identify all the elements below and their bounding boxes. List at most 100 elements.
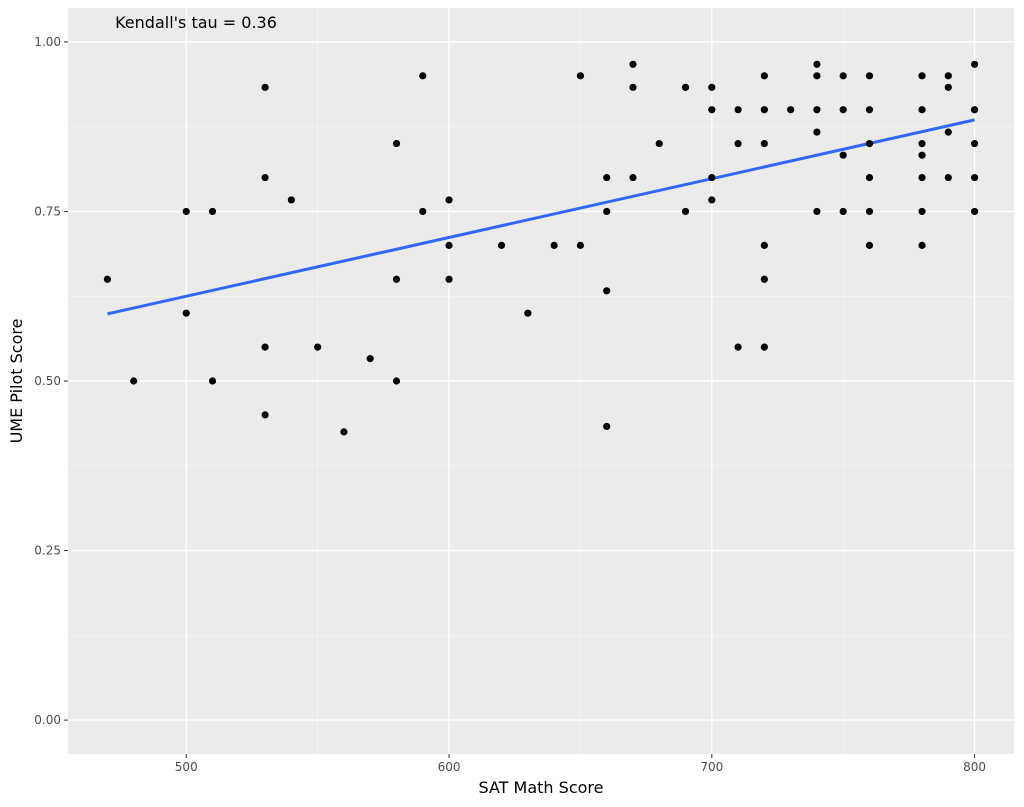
data-point <box>734 106 742 114</box>
data-point <box>366 355 374 363</box>
y-tick-label: 0.50 <box>34 374 61 388</box>
data-point <box>629 60 637 68</box>
data-point <box>655 140 663 148</box>
data-point <box>918 72 926 80</box>
data-point <box>445 241 453 249</box>
data-point <box>261 173 269 182</box>
data-point <box>865 106 874 114</box>
data-point <box>603 422 611 431</box>
y-axis-title: UME Pilot Score <box>7 319 26 444</box>
data-point <box>865 173 874 182</box>
data-point <box>103 275 112 283</box>
y-tick-label: 0.25 <box>34 544 61 558</box>
data-point <box>813 106 821 114</box>
data-point <box>970 60 979 68</box>
regression-line <box>107 118 975 316</box>
y-tick-label: 0.75 <box>34 204 61 218</box>
data-point <box>865 140 874 148</box>
data-point <box>944 128 952 136</box>
data-point <box>918 173 926 182</box>
data-point <box>392 377 401 385</box>
data-point <box>760 241 768 249</box>
y-axis: 0.00 0.25 0.50 0.75 1.00 <box>34 35 68 727</box>
data-point <box>787 106 795 114</box>
data-point <box>708 83 716 91</box>
data-point <box>839 151 847 159</box>
data-point <box>524 309 532 317</box>
y-tick-label: 0.00 <box>34 713 61 727</box>
data-point <box>603 173 611 182</box>
data-point <box>314 343 322 351</box>
data-point <box>576 241 585 249</box>
data-point <box>392 140 401 148</box>
data-point <box>944 83 952 91</box>
data-point <box>603 287 611 295</box>
x-tick-label: 800 <box>963 760 986 774</box>
data-points <box>103 60 979 436</box>
data-point <box>918 151 926 159</box>
data-point <box>970 207 979 216</box>
data-point <box>261 411 269 419</box>
data-point <box>839 106 847 114</box>
data-point <box>182 309 190 317</box>
data-point <box>208 377 217 385</box>
x-tick-label: 700 <box>700 760 723 774</box>
data-point <box>970 140 979 148</box>
data-point <box>970 106 979 114</box>
data-point <box>918 106 926 114</box>
data-point <box>419 207 427 216</box>
data-point <box>392 275 401 283</box>
data-point <box>629 173 637 182</box>
data-point <box>813 60 821 68</box>
data-point <box>208 207 217 216</box>
data-point <box>918 140 926 148</box>
data-point <box>944 173 952 182</box>
data-point <box>918 241 926 249</box>
data-point <box>970 173 979 182</box>
kendall-annotation: Kendall's tau = 0.36 <box>115 13 277 32</box>
data-point <box>865 207 874 216</box>
data-point <box>708 173 716 182</box>
data-point <box>813 207 821 216</box>
data-point <box>944 72 952 80</box>
data-point <box>760 140 768 148</box>
data-point <box>760 72 768 80</box>
data-point <box>261 343 269 351</box>
data-point <box>760 343 768 351</box>
data-point <box>760 106 768 114</box>
data-point <box>576 72 585 80</box>
data-point <box>918 207 926 216</box>
regression-line-layer <box>107 118 975 316</box>
x-tick-label: 600 <box>438 760 461 774</box>
data-point <box>340 428 348 436</box>
data-point <box>419 72 427 80</box>
data-point <box>760 275 768 283</box>
data-point <box>813 72 821 80</box>
x-tick-label: 500 <box>175 760 198 774</box>
data-point <box>839 72 847 80</box>
data-point <box>287 196 295 204</box>
data-point <box>550 241 558 249</box>
data-point <box>708 106 716 114</box>
data-point <box>865 241 874 249</box>
data-point <box>130 377 138 385</box>
data-point <box>681 83 690 91</box>
data-point <box>708 196 716 204</box>
data-point <box>681 207 690 216</box>
data-point <box>445 275 453 283</box>
major-gridlines <box>68 8 1014 754</box>
data-point <box>734 140 742 148</box>
data-point <box>182 207 190 216</box>
data-point <box>497 241 506 249</box>
data-point <box>603 207 611 216</box>
data-point <box>839 207 847 216</box>
data-point <box>261 83 269 91</box>
x-axis-title: SAT Math Score <box>479 778 604 797</box>
data-point <box>813 128 821 136</box>
data-point <box>865 72 874 80</box>
data-point <box>734 343 742 351</box>
y-tick-label: 1.00 <box>34 35 61 49</box>
data-point <box>445 196 453 204</box>
data-point <box>629 83 637 91</box>
